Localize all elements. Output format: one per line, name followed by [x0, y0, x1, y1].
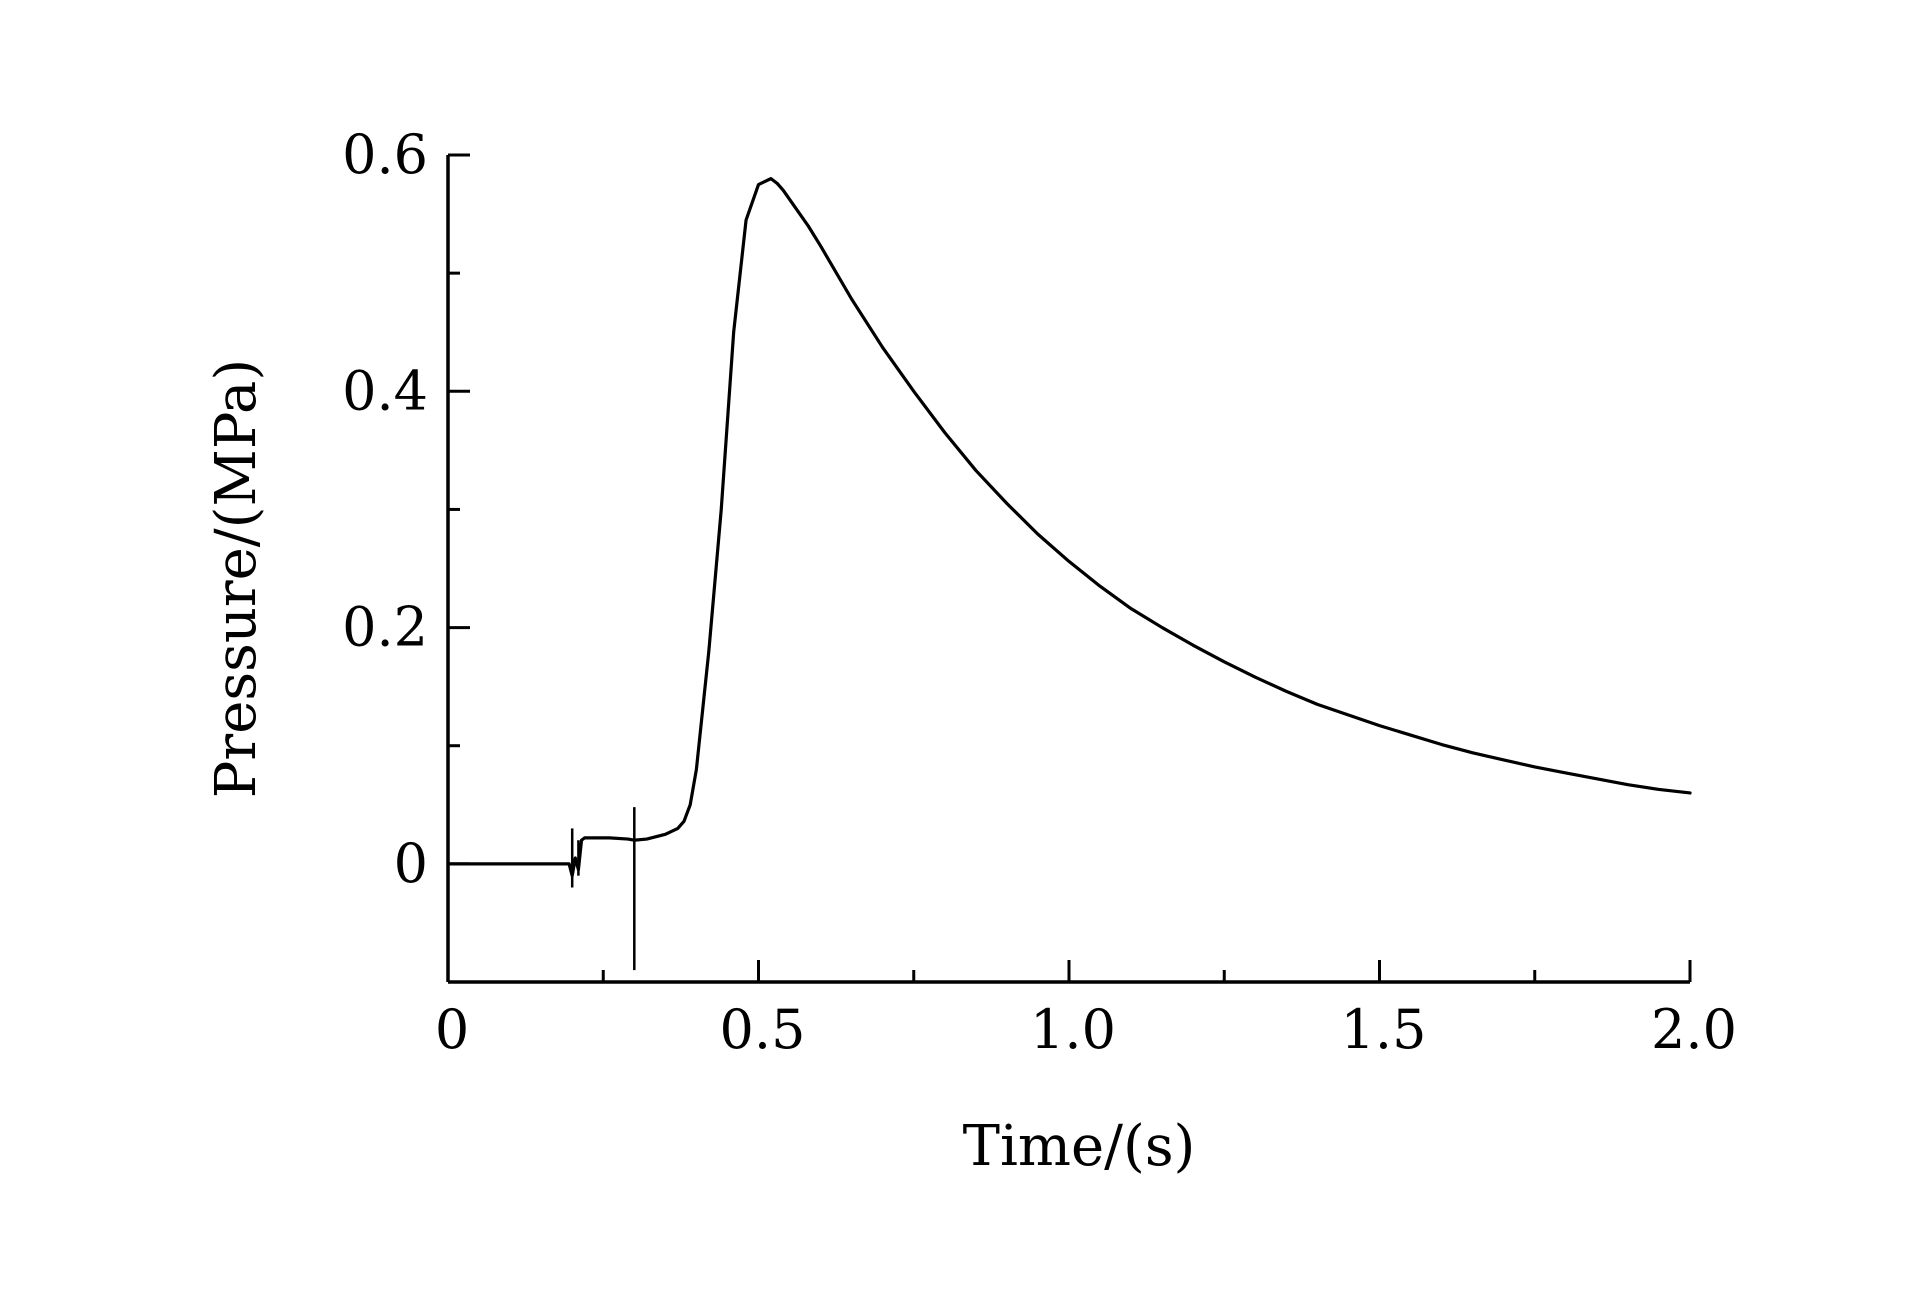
y-tick-label: 0	[394, 832, 428, 895]
y-ticks: 0 0.2 0.4 0.6	[342, 123, 470, 895]
spikes	[570, 807, 636, 971]
series-line	[446, 177, 1692, 878]
y-tick-label: 0.6	[342, 123, 428, 186]
x-tick-label: 0	[435, 998, 469, 1061]
x-ticks: 0 0.5 1.0 1.5 2.0	[435, 960, 1737, 1061]
x-tick-label: 1.0	[1030, 998, 1116, 1061]
plot-area: 0 0.5 1.0 1.5 2.0 0 0.2 0.4 0.6	[342, 123, 1737, 1061]
x-tick-label: 2.0	[1651, 998, 1737, 1061]
y-tick-label: 0.2	[342, 596, 428, 659]
y-tick-label: 0.4	[342, 359, 428, 422]
x-tick-label: 1.5	[1341, 998, 1427, 1061]
x-axis-title: Time/(s)	[963, 1114, 1196, 1179]
y-axis-title: Pressure/(MPa)	[204, 359, 269, 799]
x-tick-label: 0.5	[720, 998, 806, 1061]
